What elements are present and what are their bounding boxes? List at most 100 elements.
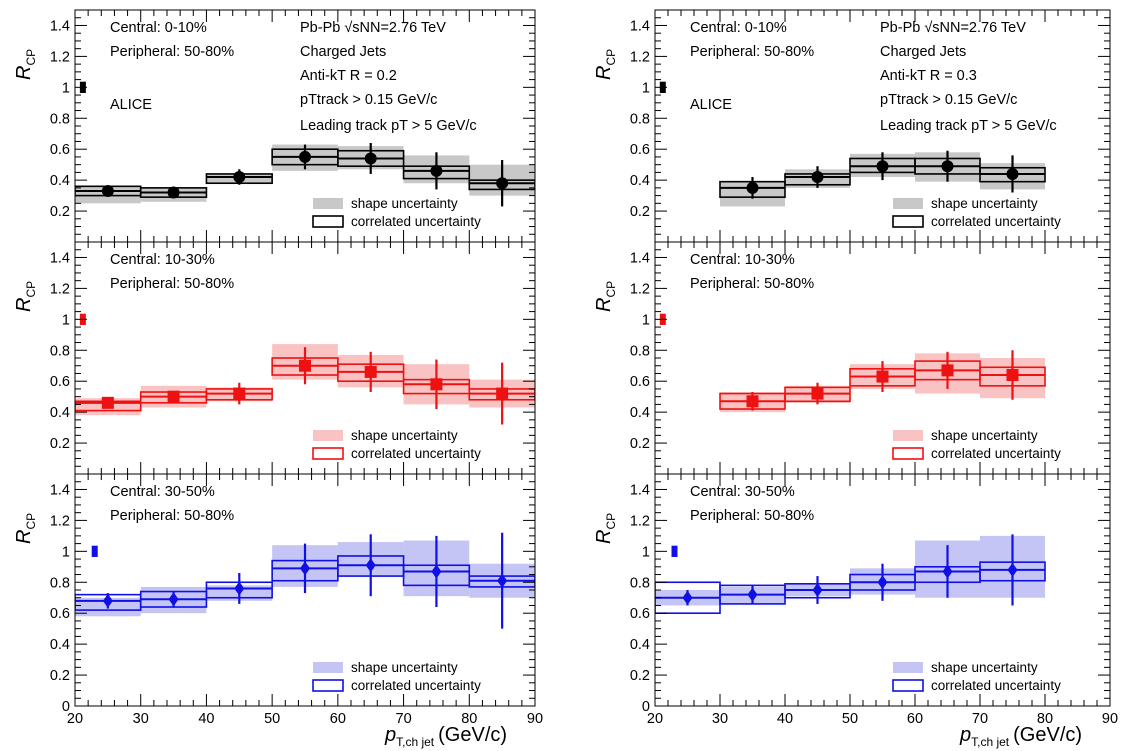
- peripheral-label: Peripheral: 50-80%: [690, 44, 814, 60]
- legend-correlated-swatch: [313, 216, 343, 227]
- y-tick-label: 0.8: [50, 575, 70, 591]
- y-title-sub: CP: [604, 513, 618, 530]
- plot-area: [655, 534, 1045, 613]
- y-tick-label: 1.4: [50, 250, 70, 266]
- data-point: [1007, 168, 1019, 180]
- y-tick-label: 1.2: [50, 513, 70, 529]
- data-point: [299, 360, 311, 372]
- x-tick-label: 90: [1102, 711, 1118, 727]
- y-axis-title: RCP: [593, 513, 618, 544]
- legend-correlated-swatch: [893, 680, 923, 691]
- x-title-unit: (GeV/c): [1013, 724, 1082, 746]
- legend-correlated-swatch: [313, 680, 343, 691]
- y-tick-label: 0.6: [50, 142, 70, 158]
- data-point: [747, 182, 759, 194]
- y-tick-label: 0.2: [50, 204, 70, 220]
- data-point: [942, 364, 954, 376]
- panel-2: 0.2 0.4 0.6 0.8 1 1.2 1.4 RCP Central: 10-30% Per…: [13, 242, 535, 474]
- x-title-sub: T,ch jet: [396, 735, 435, 749]
- x-tick-label: 40: [198, 711, 214, 727]
- system-label: Pb-Pb: [880, 20, 920, 36]
- panel-3: 00.20.40.60.811.21.420 30 40 50 60 70 80 90RCPC…: [13, 474, 543, 749]
- track-pt-cut-label: pTtrack > 0.15 GeV/c: [300, 92, 437, 108]
- y-tick-label: 1.4: [630, 18, 650, 34]
- panel-5: 0.20.40.60.811.21.4RCPCentral: 10-30%Per…: [593, 242, 1110, 474]
- data-point: [747, 395, 759, 407]
- panel-1: 0.2 0.4 0.6 0.8 1 1.2 1.4 RCP Central: 0-10% Peri…: [13, 10, 535, 242]
- data-point: [365, 366, 377, 378]
- y-tick-label: 0.4: [630, 637, 650, 653]
- peripheral-label: Peripheral: 50-80%: [110, 508, 234, 524]
- peripheral-label: Peripheral: 50-80%: [110, 44, 234, 60]
- legend-correlated-swatch: [893, 448, 923, 459]
- x-tick-label: 70: [396, 711, 412, 727]
- y-axis-title: RCP: [593, 49, 618, 80]
- collision-label: Pb-Pb √sNN=2.76 TeV: [880, 20, 1026, 36]
- leading-track-label: Leading track pT > 5 GeV/c: [300, 118, 477, 134]
- data-point: [102, 397, 114, 409]
- y-tick-label: 1.2: [630, 49, 650, 65]
- jet-algorithm-label: Anti-kT R = 0.2: [300, 68, 397, 84]
- y-title-main: R: [593, 298, 615, 312]
- plot-area: [75, 314, 535, 425]
- y-tick-label: 1: [62, 544, 70, 560]
- track-pt-cut-label: pTtrack > 0.15 GeV/c: [880, 92, 1017, 108]
- y-tick-label: 1.2: [630, 281, 650, 297]
- legend-correlated-label: correlated uncertainty: [351, 446, 481, 461]
- data-point: [233, 388, 245, 400]
- y-title-sub: CP: [24, 281, 38, 298]
- y-tick-label: 1.2: [50, 281, 70, 297]
- centrality-label: Central: 30-50%: [690, 484, 795, 500]
- centrality-label: Central: 0-10%: [110, 20, 207, 36]
- x-tick-label: 30: [712, 711, 728, 727]
- legend-shape-swatch: [313, 430, 343, 441]
- data-point: [430, 378, 442, 390]
- centrality-label: Central: 10-30%: [690, 252, 795, 268]
- x-tick-label: 60: [330, 711, 346, 727]
- y-axis-title: RCP: [593, 281, 618, 312]
- legend-shape-label: shape uncertainty: [351, 428, 458, 443]
- y-tick-label: 1.4: [630, 250, 650, 266]
- y-tick-label: 1: [642, 312, 650, 328]
- y-tick-label: 0.6: [50, 374, 70, 390]
- y-tick-label: 0.4: [50, 173, 70, 189]
- charged-jets-label: Charged Jets: [880, 44, 966, 60]
- y-tick-label: 0.6: [630, 142, 650, 158]
- collision-label: Pb-Pb √sNN=2.76 TeV: [300, 20, 446, 36]
- data-point: [496, 177, 508, 189]
- y-tick-label: 0.2: [630, 668, 650, 684]
- y-axis-title: RCP: [13, 49, 38, 80]
- data-point: [233, 171, 245, 183]
- legend-shape-label: shape uncertainty: [351, 196, 458, 211]
- y-tick-label: 0.6: [630, 374, 650, 390]
- data-point: [168, 391, 180, 403]
- centrality-label: Central: 0-10%: [690, 20, 787, 36]
- y-tick-label: 0.2: [50, 668, 70, 684]
- energy-label: √sNN=2.76 TeV: [344, 20, 446, 36]
- x-axis-title: pT,ch jet (GeV/c): [959, 724, 1082, 749]
- y-tick-label: 0.2: [50, 436, 70, 452]
- y-axis-title: RCP: [13, 513, 38, 544]
- charged-jets-label: Charged Jets: [300, 44, 386, 60]
- peripheral-label: Peripheral: 50-80%: [690, 508, 814, 524]
- y-tick-label: 1.4: [50, 18, 70, 34]
- peripheral-label: Peripheral: 50-80%: [110, 276, 234, 292]
- y-title-sub: CP: [24, 513, 38, 530]
- plot-area: [660, 314, 1045, 412]
- legend-shape-label: shape uncertainty: [931, 428, 1038, 443]
- x-tick-label: 20: [647, 711, 663, 727]
- y-tick-label: 0.8: [630, 575, 650, 591]
- legend-shape-swatch: [313, 662, 343, 673]
- plot-area: [75, 533, 535, 629]
- x-tick-label: 40: [777, 711, 793, 727]
- x-title-main: p: [959, 724, 971, 746]
- alice-label: ALICE: [690, 97, 732, 113]
- y-tick-label: 1: [642, 80, 650, 96]
- legend-correlated-swatch: [893, 216, 923, 227]
- x-tick-label: 60: [907, 711, 923, 727]
- normalization-uncertainty-box: [672, 546, 678, 557]
- data-point: [812, 388, 824, 400]
- y-title-main: R: [593, 530, 615, 544]
- y-title-sub: CP: [24, 49, 38, 66]
- data-point: [102, 185, 114, 197]
